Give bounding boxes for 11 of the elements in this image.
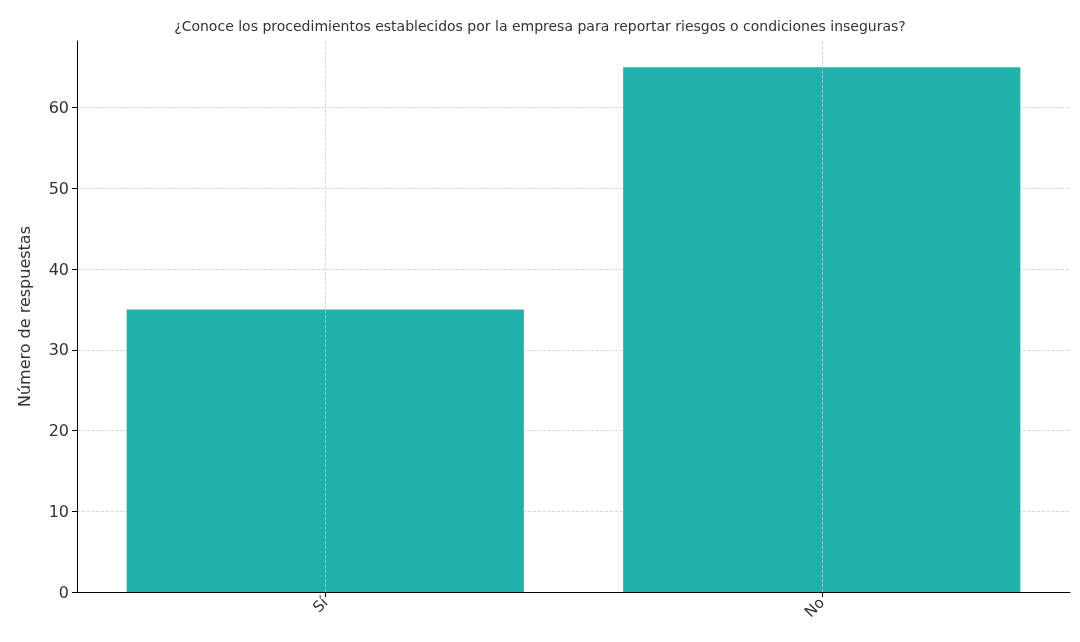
y-tick-label: 30: [48, 340, 69, 360]
y-tick-label: 40: [48, 259, 69, 279]
x-tick-label: Sí: [309, 593, 333, 617]
x-tick-label: No: [800, 593, 829, 621]
y-tick-label: 50: [48, 178, 69, 198]
y-tick-label: 10: [48, 501, 69, 521]
y-tick-label: 60: [48, 98, 69, 118]
y-axis-title: Número de respuestas: [14, 225, 34, 408]
y-tick-label: 20: [48, 421, 69, 441]
y-tick-label: 0: [58, 582, 69, 602]
chart-title: ¿Conoce los procedimientos establecidos por la empresa para reportar riesgos o condiciones inseguras?: [174, 18, 906, 34]
